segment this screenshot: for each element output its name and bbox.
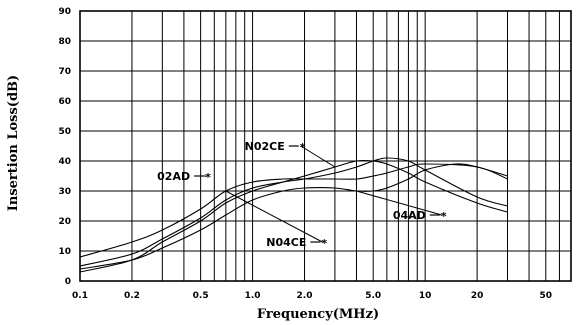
x-tick-label: 2.0: [297, 291, 313, 301]
y-tick-label: 60: [58, 97, 71, 107]
x-tick-label: 0.5: [193, 291, 209, 301]
label-star-04ad: *: [441, 210, 447, 223]
x-tick-label: 20: [471, 291, 484, 301]
x-tick-labels: 0.1 0.2 0.5 1.0 2.0 5.0 10 20 50: [72, 291, 552, 301]
label-star-02ad: *: [205, 171, 211, 184]
y-axis-title: Insertion Loss(dB): [6, 75, 21, 211]
series-lines: [79, 157, 508, 273]
y-tick-label: 30: [58, 187, 71, 197]
y-tick-label: 80: [58, 37, 71, 47]
x-tick-label: 50: [540, 291, 553, 301]
leader-line-n02ce: [300, 145, 336, 168]
label-star-n04ce: *: [321, 237, 327, 250]
series-line-04ad: [79, 163, 508, 270]
series-line-n04ce: [79, 163, 508, 258]
y-tick-label: 20: [58, 217, 71, 227]
y-tick-label: 0: [65, 277, 71, 287]
x-axis-title: Frequency(MHz): [257, 307, 379, 322]
leader-line-n04ce: [225, 190, 323, 243]
series-annotations: N02CE *02AD *04AD *N04CE *: [157, 140, 447, 250]
leader-line-04ad: [356, 190, 442, 216]
y-tick-label: 40: [58, 157, 71, 167]
series-line-n02ce: [79, 159, 508, 273]
series-label-02ad: 02AD: [157, 170, 190, 183]
x-tick-label: 0.1: [72, 291, 88, 301]
series-label-n04ce: N04CE: [266, 236, 306, 249]
series-label-n02ce: N02CE: [245, 140, 285, 153]
y-tick-label: 10: [58, 247, 71, 257]
y-tick-labels: 0 10 20 30 40 50 60 70 80 90: [58, 7, 71, 287]
y-tick-label: 90: [58, 7, 71, 17]
plot-frame: [79, 10, 572, 282]
y-tick-label: 50: [58, 127, 71, 137]
x-tick-label: 10: [419, 291, 432, 301]
x-tick-label: 5.0: [365, 291, 381, 301]
x-tick-label: 0.2: [124, 291, 140, 301]
series-line-02ad: [79, 157, 508, 267]
y-tick-label: 70: [58, 67, 71, 77]
x-tick-label: 1.0: [245, 291, 261, 301]
series-label-04ad: 04AD: [393, 209, 426, 222]
